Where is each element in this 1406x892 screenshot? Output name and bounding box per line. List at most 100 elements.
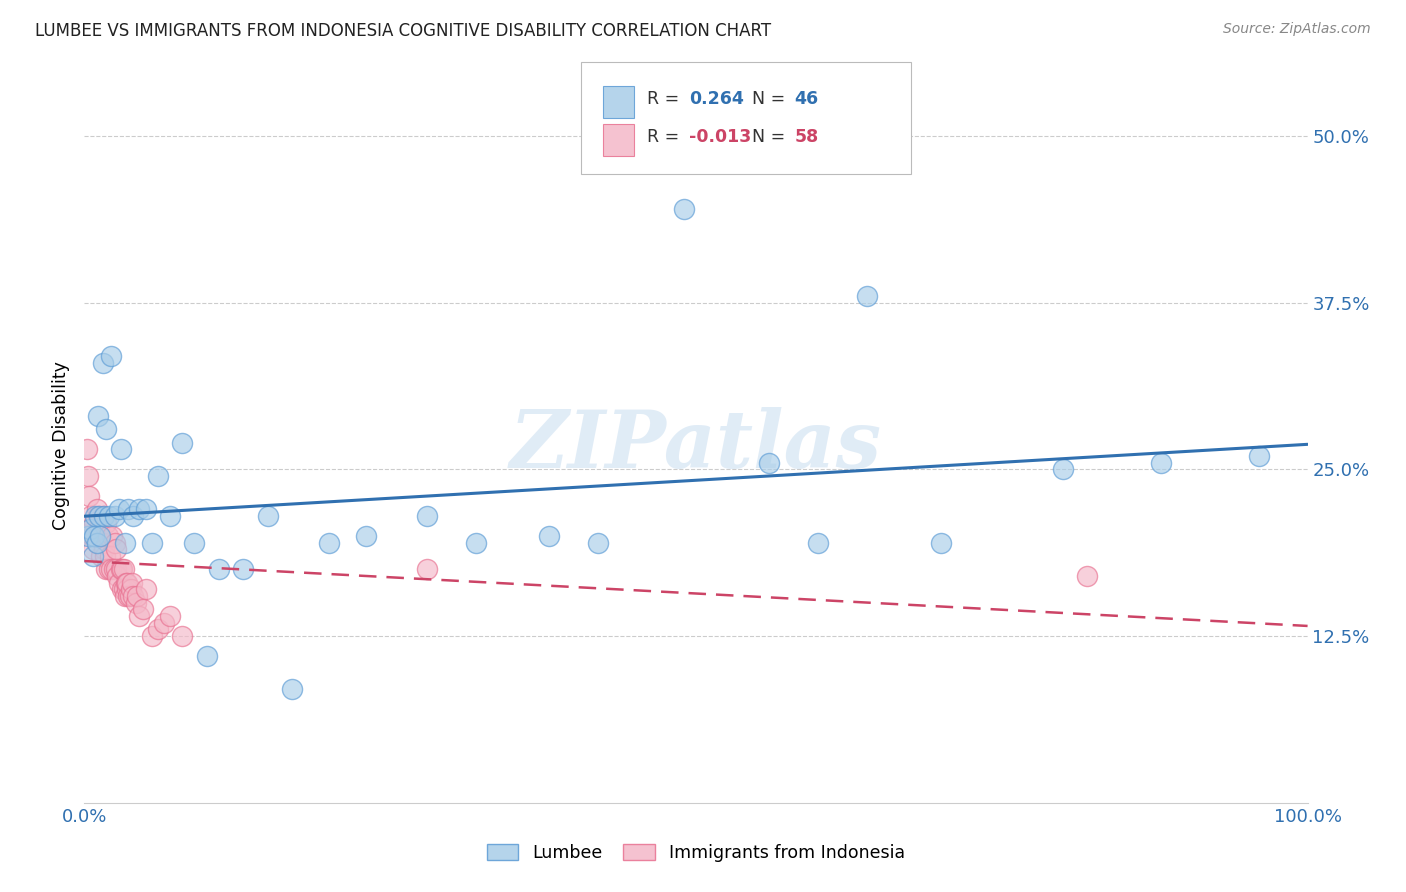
Point [114,589,136,603]
Text: 58: 58 [794,128,818,146]
Point [153,615,176,630]
Point [91,535,114,549]
Point [94,549,117,563]
Point [125,596,148,610]
Point [1247,449,1270,463]
Point [758,456,780,470]
Point [122,589,145,603]
Point [159,609,181,624]
Point [354,529,377,543]
Point [159,509,181,524]
Text: 46: 46 [794,90,818,108]
Point [929,535,952,549]
Point [125,589,148,603]
Point [93,542,115,557]
Point [96,516,118,530]
Point [1076,569,1098,583]
Text: ZIPatlas: ZIPatlas [510,408,882,484]
Point [135,502,157,516]
Point [416,562,439,576]
Point [101,529,124,543]
Point [100,349,122,363]
Point [87,509,110,524]
Point [538,529,561,543]
Point [281,682,304,697]
Point [97,562,120,576]
Point [86,535,108,549]
Point [257,509,280,524]
Point [114,535,136,549]
Point [87,409,110,423]
Point [115,575,138,590]
Point [80,529,103,543]
Point [172,435,194,450]
Point [93,509,115,524]
Point [146,469,169,483]
Point [82,542,104,557]
Point [90,549,112,563]
Point [84,529,107,543]
Point [79,522,101,536]
Point [77,469,100,483]
Point [128,609,150,624]
Point [96,422,118,436]
Point [172,629,194,643]
Point [105,569,128,583]
Point [141,535,163,549]
Point [146,623,169,637]
Point [117,589,139,603]
Point [1150,456,1173,470]
Point [856,289,879,303]
Point [115,582,138,597]
Point [111,562,134,576]
Text: 0.264: 0.264 [689,90,744,108]
Point [82,549,104,563]
Point [105,542,128,557]
Point [96,562,118,576]
Text: R =: R = [647,128,685,146]
Text: N =: N = [752,128,792,146]
Point [107,575,129,590]
Point [112,582,135,597]
Point [100,562,122,576]
Point [464,535,486,549]
Point [79,522,101,536]
Point [110,562,132,576]
Point [87,509,110,524]
Point [807,535,830,549]
Point [91,356,114,370]
Point [117,502,139,516]
Point [97,529,120,543]
Point [76,442,98,457]
Point [128,502,150,516]
Point [86,502,108,516]
Text: N =: N = [752,90,792,108]
Point [77,489,100,503]
Legend: Lumbee, Immigrants from Indonesia: Lumbee, Immigrants from Indonesia [488,844,904,862]
Point [91,509,114,524]
Point [87,522,110,536]
Point [318,535,340,549]
Point [122,509,145,524]
Point [120,582,142,597]
Point [107,502,129,516]
Point [105,562,128,576]
Text: R =: R = [647,90,685,108]
Point [135,582,157,597]
Text: LUMBEE VS IMMIGRANTS FROM INDONESIA COGNITIVE DISABILITY CORRELATION CHART: LUMBEE VS IMMIGRANTS FROM INDONESIA COGN… [35,22,772,40]
Point [672,202,695,217]
Point [98,549,121,563]
Point [77,529,100,543]
Point [83,529,105,543]
Point [86,535,108,549]
Point [104,535,127,549]
Point [132,602,155,616]
Point [89,529,111,543]
Point [110,442,132,457]
Point [83,516,105,530]
Point [586,535,609,549]
Point [104,509,127,524]
Point [111,582,134,597]
Point [416,509,439,524]
Point [208,562,231,576]
